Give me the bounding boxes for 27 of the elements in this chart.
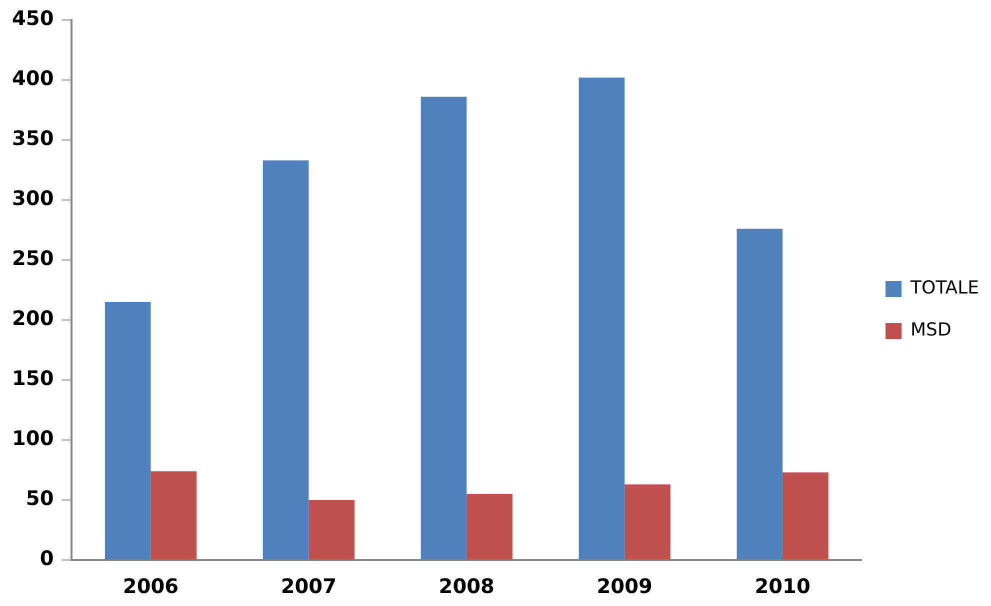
- x-tick-label: 2009: [596, 574, 652, 598]
- y-tick-label: 400: [12, 66, 54, 90]
- y-tick-label: 100: [12, 426, 54, 450]
- bar: [578, 78, 625, 560]
- x-tick-label: 2010: [754, 574, 810, 598]
- y-tick-label: 300: [12, 186, 54, 210]
- x-tick-label: 2006: [122, 574, 179, 598]
- bar: [420, 96, 467, 560]
- y-tick-label: 350: [12, 126, 54, 150]
- bar: [150, 471, 197, 560]
- bar: [262, 160, 309, 560]
- y-tick-label: 0: [40, 546, 54, 570]
- x-tick-label: 2007: [280, 574, 337, 598]
- legend-label: MSD: [910, 320, 952, 341]
- y-tick-label: 200: [12, 306, 54, 330]
- legend-label: TOTALE: [910, 278, 980, 299]
- y-tick-label: 250: [12, 246, 54, 270]
- y-tick-label: 50: [26, 486, 54, 510]
- bar: [624, 484, 670, 560]
- x-tick-label: 2008: [438, 574, 494, 598]
- y-tick-label: 450: [12, 6, 54, 30]
- bar: [308, 500, 354, 560]
- y-tick-label: 150: [12, 366, 54, 390]
- bar: [782, 472, 828, 560]
- bar: [736, 228, 783, 560]
- bar: [104, 302, 151, 560]
- bar: [466, 494, 512, 560]
